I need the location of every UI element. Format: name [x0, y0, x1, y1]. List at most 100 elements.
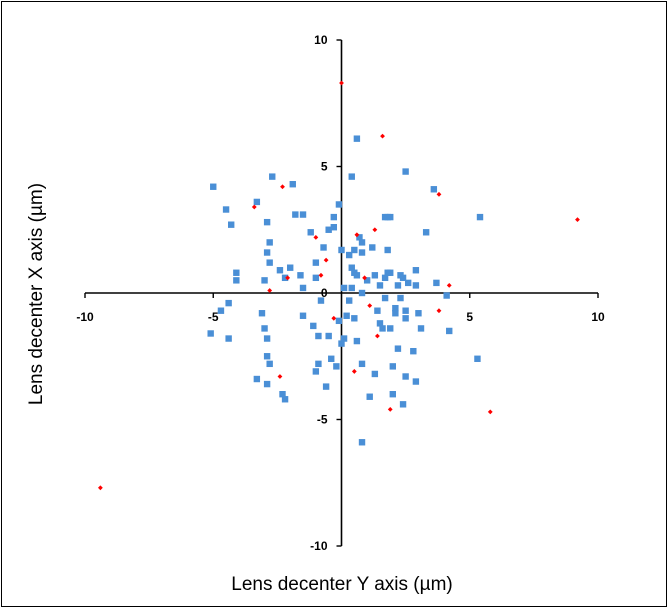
blue-square-point: [263, 249, 271, 256]
red-diamond-point: [362, 275, 367, 281]
red-diamond-point: [267, 288, 273, 293]
blue-square-point: [312, 259, 320, 266]
blue-square-point: [322, 383, 330, 390]
blue-square-point: [266, 259, 273, 266]
blue-square-point: [351, 246, 358, 254]
blue-square-point: [392, 310, 399, 317]
blue-square-point: [412, 378, 420, 385]
blue-square-point: [233, 269, 240, 276]
blue-square-point: [412, 267, 420, 274]
blue-square-point: [399, 401, 407, 408]
red-diamond-point: [446, 283, 452, 288]
blue-square-point: [412, 282, 420, 289]
blue-square-point: [258, 310, 266, 317]
blue-square-point: [363, 277, 371, 284]
x-tick-label: -10: [76, 310, 94, 324]
blue-square-point: [358, 360, 366, 368]
blue-square-point: [476, 213, 484, 221]
blue-square-point: [394, 345, 402, 352]
blue-square-point: [340, 284, 348, 292]
blue-square-point: [253, 198, 261, 206]
blue-square-point: [348, 284, 355, 292]
red-diamond-point: [375, 333, 380, 339]
x-tick-label: 5: [466, 310, 473, 324]
blue-square-point: [310, 322, 317, 330]
blue-square-point: [307, 229, 314, 236]
data-points: [97, 80, 580, 491]
red-diamond-point: [351, 369, 357, 374]
red-diamond-point: [339, 80, 344, 86]
x-tick-label: -5: [208, 310, 219, 324]
blue-square-point: [358, 439, 366, 446]
red-diamond-point: [331, 315, 337, 321]
blue-square-point: [353, 272, 361, 279]
blue-square-point: [402, 373, 409, 380]
blue-square-point: [325, 226, 332, 233]
red-diamond-point: [318, 272, 324, 278]
blue-square-point: [253, 375, 261, 383]
blue-square-point: [415, 310, 422, 317]
red-diamond-point: [436, 191, 442, 197]
blue-square-point: [343, 312, 350, 319]
blue-square-point: [371, 272, 379, 279]
blue-square-point: [207, 330, 214, 337]
blue-square-point: [404, 279, 412, 287]
red-diamond-point: [277, 374, 283, 379]
blue-square-point: [345, 297, 353, 304]
blue-square-point: [315, 360, 322, 368]
red-diamond-point: [436, 308, 442, 314]
red-diamond-point: [285, 275, 291, 281]
blue-square-point: [366, 393, 373, 400]
blue-square-point: [325, 332, 332, 340]
blue-square-point: [394, 282, 402, 289]
red-diamond-point: [323, 257, 329, 263]
blue-square-point: [335, 317, 343, 325]
y-tick-label: 10: [314, 33, 328, 47]
blue-square-point: [474, 355, 481, 362]
blue-square-point: [402, 315, 409, 322]
red-diamond-point: [354, 232, 360, 238]
blue-square-point: [374, 307, 381, 314]
blue-square-point: [433, 279, 440, 287]
y-tick-label: 0: [321, 286, 328, 300]
blue-square-point: [381, 274, 389, 282]
red-diamond-point: [97, 485, 103, 491]
blue-square-point: [387, 325, 394, 332]
red-diamond-point: [487, 409, 493, 415]
blue-square-point: [345, 251, 353, 259]
blue-square-point: [410, 347, 417, 355]
blue-square-point: [263, 380, 271, 388]
blue-square-point: [358, 239, 366, 246]
axes: [84, 39, 599, 547]
blue-square-point: [315, 332, 322, 340]
blue-square-point: [225, 299, 232, 307]
blue-square-point: [422, 229, 430, 236]
red-diamond-point: [251, 204, 257, 210]
blue-square-point: [353, 337, 361, 345]
blue-square-point: [384, 246, 391, 254]
blue-square-point: [312, 274, 320, 282]
blue-square-point: [443, 292, 450, 299]
blue-square-point: [217, 307, 225, 314]
blue-square-point: [279, 391, 286, 398]
blue-square-point: [263, 353, 271, 360]
blue-square-point: [266, 360, 273, 368]
blue-square-point: [263, 335, 271, 342]
blue-square-point: [261, 325, 268, 332]
x-tick-label: 10: [591, 310, 605, 324]
blue-square-point: [358, 289, 366, 297]
blue-square-point: [263, 218, 271, 226]
blue-square-point: [338, 246, 345, 254]
x-axis-title: Lens decenter Y axis (µm): [231, 574, 452, 595]
blue-square-point: [299, 312, 307, 319]
blue-square-point: [392, 304, 399, 312]
blue-square-point: [281, 396, 289, 403]
blue-square-point: [387, 213, 394, 221]
blue-square-point: [353, 135, 361, 142]
blue-square-point: [299, 211, 307, 218]
red-diamond-point: [387, 406, 393, 412]
blue-square-point: [402, 307, 409, 314]
blue-square-point: [328, 355, 335, 362]
blue-square-point: [312, 368, 320, 375]
